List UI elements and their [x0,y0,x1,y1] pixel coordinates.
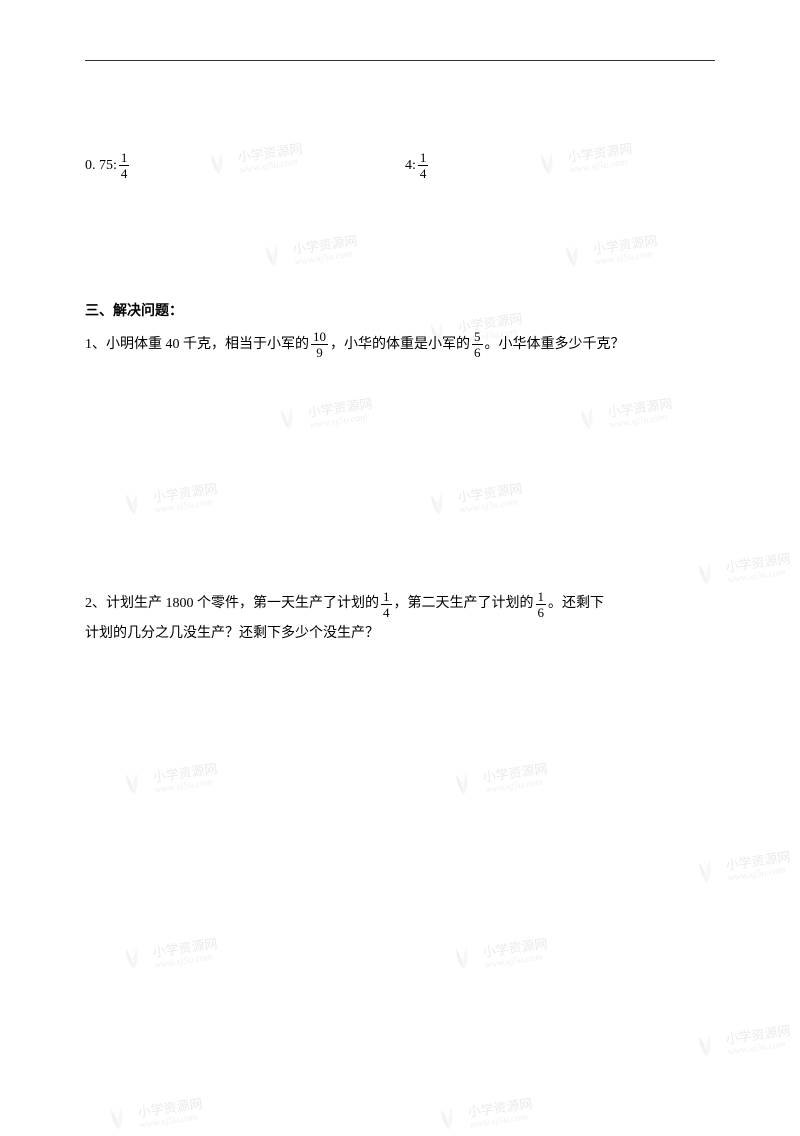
leaf-icon [98,1098,136,1136]
watermark: 小学资源网 www.xj5u.com [686,1015,793,1063]
watermark-url-text: www.xj5u.com [139,1112,205,1131]
watermark: 小学资源网 www.xj5u.com [113,753,220,801]
p1-text-3: 。小华体重多少千克？ [485,330,625,359]
math-expression-row: 0. 75: 1 4 4: 1 4 [85,151,715,180]
watermark: 小学资源网 www.xj5u.com [428,1088,535,1136]
watermark-url-text: www.xj5u.com [484,952,550,971]
problem-2: 2、计划生产 1800 个零件，第一天生产了计划的 1 4 ，第二天生产了计划的… [85,589,715,648]
watermark-cn-text: 小学资源网 [725,850,791,872]
leaf-icon [686,851,724,889]
watermark-url-text: www.xj5u.com [154,777,220,796]
fraction-denominator: 4 [119,166,130,180]
fraction-denominator: 6 [472,345,483,359]
watermark-cn-text: 小学资源网 [725,1024,791,1046]
p1-text-2: ，小华的体重是小军的 [330,330,470,359]
fraction-numerator: 1 [381,590,392,605]
fraction-numerator: 1 [536,590,547,605]
problem-2-line-2: 计划的几分之几没生产？还剩下多少个没生产？ [85,619,715,648]
watermark: 小学资源网 www.xj5u.com [443,753,550,801]
leaf-icon [443,763,481,801]
watermark: 小学资源网 www.xj5u.com [686,841,793,889]
watermark-url-text: www.xj5u.com [727,865,793,884]
watermark-cn-text: 小学资源网 [482,937,548,959]
fraction-numerator: 1 [119,151,130,166]
math-expression-1: 0. 75: 1 4 [85,151,405,180]
leaf-icon [443,938,481,976]
watermark-cn-text: 小学资源网 [152,937,218,959]
p1-fraction-1: 10 9 [311,330,328,359]
p1-text-1: 1、小明体重 40 千克，相当于小军的 [85,330,309,359]
top-rule [85,60,715,61]
watermark-cn-text: 小学资源网 [467,1097,533,1119]
p2-fraction-2: 1 6 [536,590,547,619]
p2-fraction-1: 1 4 [381,590,392,619]
p2-text-2: ，第二天生产了计划的 [394,589,534,618]
problem-1-line: 1、小明体重 40 千克，相当于小军的 10 9 ，小华的体重是小军的 5 6 … [85,330,715,359]
fraction-numerator: 10 [311,330,328,345]
leaf-icon [113,763,151,801]
expr1-fraction: 1 4 [119,151,130,180]
problem-2-line-1: 2、计划生产 1800 个零件，第一天生产了计划的 1 4 ，第二天生产了计划的… [85,589,715,618]
fraction-numerator: 5 [472,330,483,345]
fraction-numerator: 1 [418,151,429,166]
watermark: 小学资源网 www.xj5u.com [113,928,220,976]
watermark-url-text: www.xj5u.com [727,1039,793,1058]
fraction-denominator: 9 [314,345,325,359]
expr2-fraction: 1 4 [418,151,429,180]
section-3-heading: 三、解决问题： [85,300,715,320]
expr2-prefix: 4: [405,158,416,174]
watermark-url-text: www.xj5u.com [154,952,220,971]
math-expression-2: 4: 1 4 [405,151,430,180]
problem-1: 1、小明体重 40 千克，相当于小军的 10 9 ，小华的体重是小军的 5 6 … [85,330,715,359]
fraction-denominator: 4 [381,605,392,619]
fraction-denominator: 6 [536,605,547,619]
fraction-denominator: 4 [418,166,429,180]
p2-text-3: 。还剩下 [548,589,604,618]
watermark-url-text: www.xj5u.com [469,1112,535,1131]
watermark-cn-text: 小学资源网 [152,762,218,784]
watermark-url-text: www.xj5u.com [484,777,550,796]
p2-text-1: 2、计划生产 1800 个零件，第一天生产了计划的 [85,589,379,618]
expr1-prefix: 0. 75: [85,158,117,174]
leaf-icon [686,1025,724,1063]
watermark: 小学资源网 www.xj5u.com [443,928,550,976]
watermark: 小学资源网 www.xj5u.com [98,1088,205,1136]
p2-line-2-text: 计划的几分之几没生产？还剩下多少个没生产？ [85,619,379,648]
p1-fraction-2: 5 6 [472,330,483,359]
leaf-icon [428,1098,466,1136]
leaf-icon [113,938,151,976]
watermark-cn-text: 小学资源网 [137,1097,203,1119]
watermark-cn-text: 小学资源网 [482,762,548,784]
